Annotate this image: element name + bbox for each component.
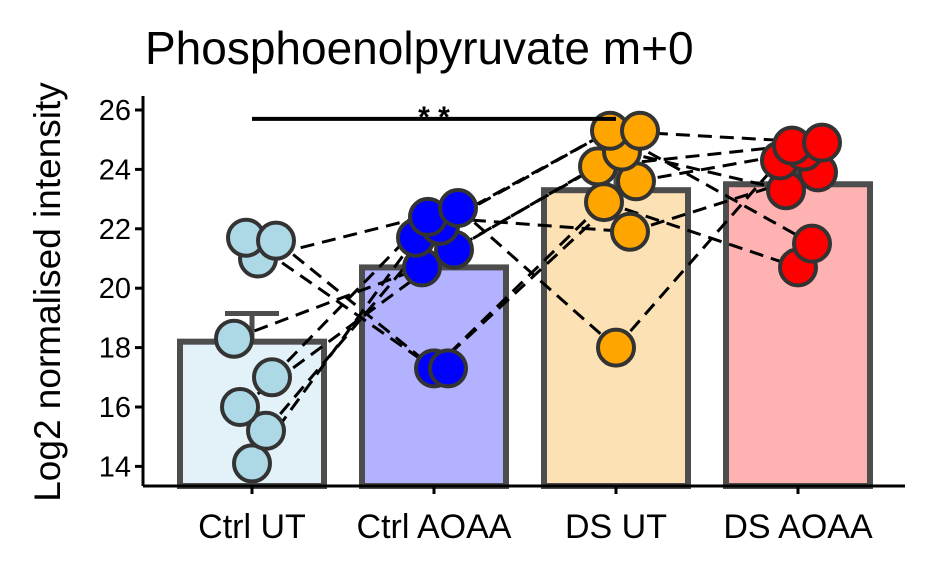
bar-3: [723, 181, 873, 489]
y-tick-label: 26: [99, 95, 131, 127]
y-tick-label: 24: [99, 154, 131, 186]
data-point: [792, 223, 832, 264]
significance-label: * *: [418, 101, 450, 134]
x-tick-label: DS AOAA: [723, 508, 873, 546]
data-point: [620, 110, 660, 151]
data-point: [246, 410, 286, 451]
y-tick-label: 16: [99, 392, 131, 424]
data-point: [256, 220, 296, 261]
y-axis-label: Log2 normalised intensity: [27, 82, 68, 502]
y-tick-label: 22: [99, 214, 131, 246]
pair-line: [275, 239, 435, 370]
y-tick-label: 14: [99, 451, 131, 483]
x-tick-label: Ctrl UT: [198, 508, 306, 546]
pair-line: [245, 236, 435, 370]
data-point: [220, 387, 260, 427]
pair-line: [614, 159, 782, 349]
pair-line: [621, 150, 787, 192]
plot-area: * * 14 16 18 20 22 24 26 Ctrl UT Ctrl AOAA DS UT DS…: [99, 95, 905, 546]
chart-title: Phosphoenolpyruvate m+0: [145, 22, 694, 74]
pair-line: [233, 266, 423, 341]
data-point: [438, 188, 478, 229]
data-point: [428, 348, 468, 389]
data-point: [802, 122, 842, 163]
pair-line: [609, 129, 813, 245]
data-point: [214, 318, 254, 359]
data-point: [610, 211, 650, 252]
x-tick-label: DS UT: [565, 508, 667, 546]
data-point: [232, 443, 272, 484]
y-tick-label: 18: [99, 333, 131, 365]
data-point: [252, 357, 292, 398]
x-tick-label: Ctrl AOAA: [357, 508, 512, 546]
y-tick-label: 20: [99, 273, 131, 305]
data-point: [584, 182, 624, 223]
data-point: [596, 327, 636, 368]
pair-line: [432, 200, 606, 370]
pair-line: [457, 206, 617, 349]
